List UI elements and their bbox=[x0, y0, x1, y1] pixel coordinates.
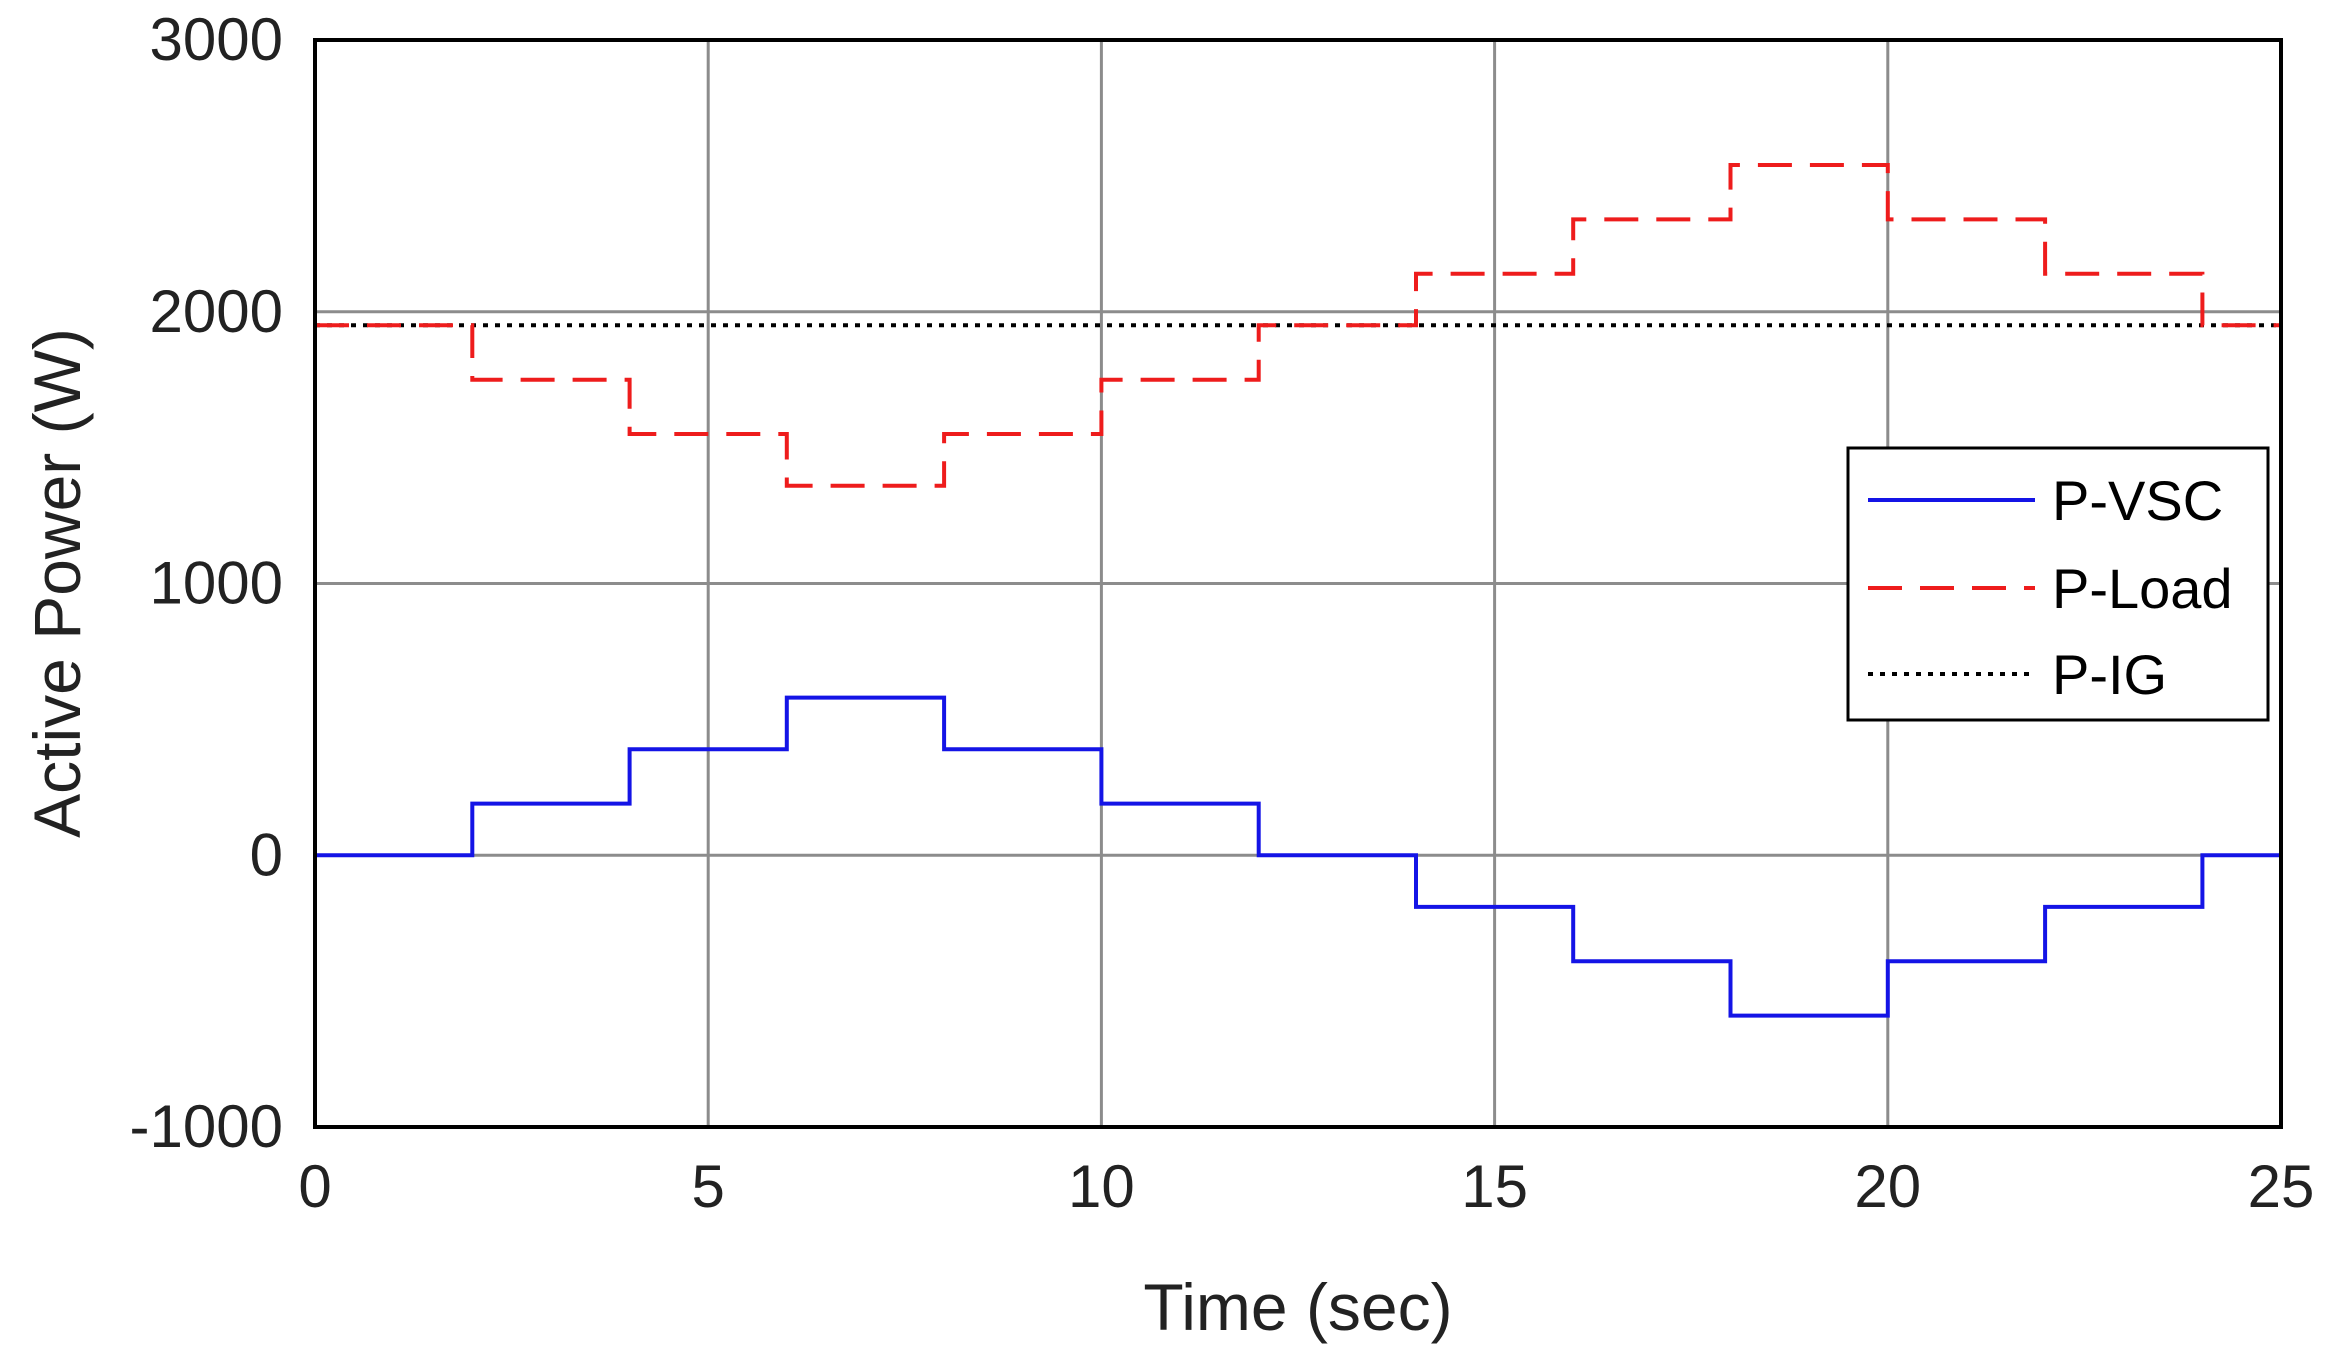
y-tick-label: 2000 bbox=[150, 278, 283, 345]
x-tick-label: 20 bbox=[1854, 1153, 1921, 1220]
x-tick-label: 15 bbox=[1461, 1153, 1528, 1220]
x-axis-label: Time (sec) bbox=[1143, 1270, 1452, 1344]
legend-label-p-vsc: P-VSC bbox=[2052, 469, 2223, 532]
legend: P-VSC P-Load P-IG bbox=[1846, 446, 2270, 722]
plot-frame bbox=[313, 38, 2283, 1129]
y-tick-label: 0 bbox=[250, 821, 283, 888]
y-tick-label: -1000 bbox=[130, 1093, 283, 1160]
x-tick-label: 25 bbox=[2248, 1153, 2315, 1220]
x-tick-label: 0 bbox=[298, 1153, 331, 1220]
x-tick-label: 10 bbox=[1068, 1153, 1135, 1220]
x-tick-label: 5 bbox=[692, 1153, 725, 1220]
y-tick-label: 3000 bbox=[150, 6, 283, 73]
legend-label-p-ig: P-IG bbox=[2052, 643, 2167, 706]
legend-label-p-load: P-Load bbox=[2052, 557, 2233, 620]
y-tick-label: 1000 bbox=[150, 550, 283, 617]
series-line-p-vsc bbox=[315, 695, 2281, 1018]
series-layer bbox=[315, 163, 2281, 1018]
y-axis-label: Active Power (W) bbox=[20, 328, 94, 838]
series-line-p-load bbox=[315, 163, 2281, 488]
